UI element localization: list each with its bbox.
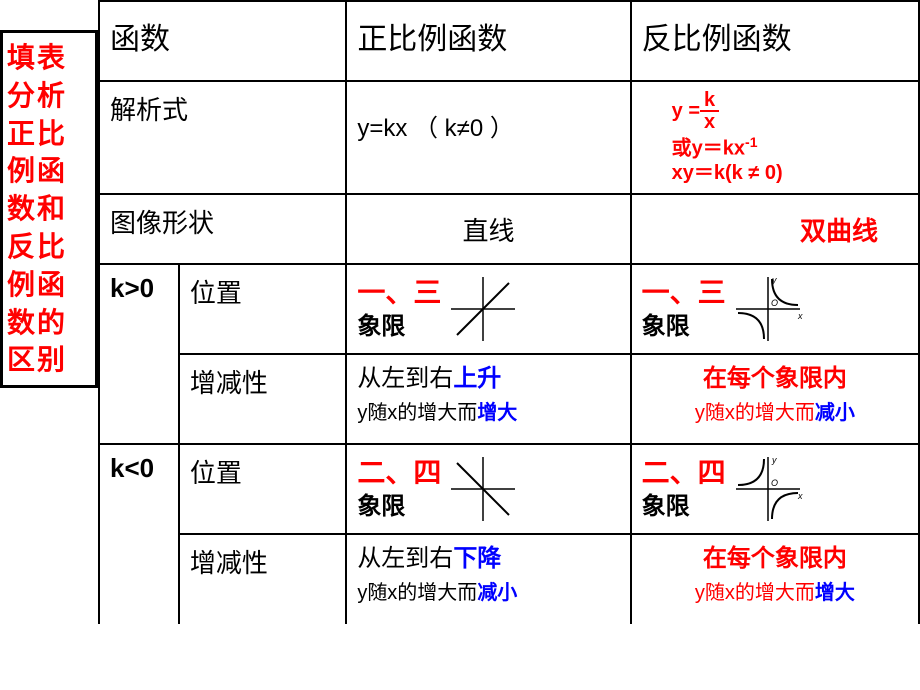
- expr-inverse: y = k x 或y＝kx-1 xy＝k(k ≠ 0): [631, 81, 919, 194]
- comparison-table: 函数 正比例函数 反比例函数 解析式 y=kx （ k≠0 ） y = k x …: [98, 0, 920, 624]
- kneg-d-quad-sfx: 象限: [357, 491, 441, 522]
- kneg-position-row: k<0 位置 二、四 象限 二、四: [99, 444, 919, 534]
- kpos-d-quad-sfx: 象限: [357, 311, 441, 342]
- kpos-d-m1: 从左到右: [357, 365, 453, 392]
- expr-direct-text: y=kx （ k≠0 ）: [357, 90, 619, 143]
- kneg-d-m3b: 减小: [477, 582, 517, 604]
- kpos-i-m2a: y随x的增大而: [695, 402, 815, 424]
- header-inverse: 反比例函数: [631, 1, 919, 81]
- inv-l1-pre: y =: [672, 99, 700, 123]
- header-direct: 正比例函数: [346, 1, 630, 81]
- svg-text:y: y: [771, 455, 777, 465]
- kpos-inverse-mono: 在每个象限内 y随x的增大而减小: [631, 354, 919, 444]
- expr-direct: y=kx （ k≠0 ）: [346, 81, 630, 194]
- kpos-i-m2b: 减小: [815, 402, 855, 424]
- kpos-label: k>0: [99, 264, 179, 444]
- kneg-i-quad: 二、四: [642, 455, 726, 491]
- kneg-mono-label: 增减性: [179, 534, 346, 624]
- expression-row: 解析式 y=kx （ k≠0 ） y = k x 或y＝kx-1 xy＝k(k …: [99, 81, 919, 194]
- hyperbola-q13-icon: x y O: [732, 273, 804, 345]
- kneg-i-m2a: y随x的增大而: [695, 582, 815, 604]
- line-graph-up-icon: [447, 273, 519, 345]
- kpos-inverse-pos: 一、三 象限 x y O: [631, 264, 919, 354]
- hyperbola-q24-icon: x y O: [732, 453, 804, 525]
- kneg-pos-label: 位置: [179, 444, 346, 534]
- line-graph-down-icon: [447, 453, 519, 525]
- inv-l2: 或y＝kx: [672, 138, 745, 160]
- expr-label: 解析式: [99, 81, 346, 194]
- inv-frac-den: x: [704, 112, 715, 132]
- kpos-i-quad-sfx: 象限: [642, 311, 726, 342]
- kneg-i-m1: 在每个象限内: [642, 543, 908, 574]
- kpos-pos-label: 位置: [179, 264, 346, 354]
- sidebar-title: 填表分析正比例函数和反比例函数的区别: [7, 39, 91, 379]
- shape-inverse: 双曲线: [631, 194, 919, 264]
- inv-frac-num: k: [700, 90, 719, 112]
- header-function: 函数: [99, 1, 346, 81]
- shape-direct: 直线: [346, 194, 630, 264]
- kpos-d-m3a: y随x的增大而: [357, 402, 477, 424]
- expr-inverse-block: y = k x 或y＝kx-1 xy＝k(k ≠ 0): [642, 90, 908, 185]
- kpos-i-m1: 在每个象限内: [642, 363, 908, 394]
- kpos-mono-row: 增减性 从左到右上升 y随x的增大而增大 在每个象限内 y随x的增大而减小: [99, 354, 919, 444]
- kneg-inverse-pos: 二、四 象限 x y O: [631, 444, 919, 534]
- kpos-mono-label: 增减性: [179, 354, 346, 444]
- kneg-label: k<0: [99, 444, 179, 624]
- kpos-direct-mono: 从左到右上升 y随x的增大而增大: [346, 354, 630, 444]
- kpos-i-quad: 一、三: [642, 275, 726, 311]
- kneg-d-quad: 二、四: [357, 455, 441, 491]
- shape-label: 图像形状: [99, 194, 346, 264]
- kneg-d-m1: 从左到右: [357, 545, 453, 572]
- kneg-direct-mono: 从左到右下降 y随x的增大而减小: [346, 534, 630, 624]
- kpos-position-row: k>0 位置 一、三 象限 一、三: [99, 264, 919, 354]
- kpos-d-quad: 一、三: [357, 275, 441, 311]
- inv-l3: xy＝k(k ≠ 0): [672, 161, 908, 185]
- kpos-d-m3b: 增大: [477, 402, 517, 424]
- table-header-row: 函数 正比例函数 反比例函数: [99, 1, 919, 81]
- kneg-d-m3a: y随x的增大而: [357, 582, 477, 604]
- shape-direct-text: 直线: [357, 203, 619, 248]
- kneg-mono-row: 增减性 从左到右下降 y随x的增大而减小 在每个象限内 y随x的增大而增大: [99, 534, 919, 624]
- svg-text:O: O: [771, 298, 778, 308]
- kneg-inverse-mono: 在每个象限内 y随x的增大而增大: [631, 534, 919, 624]
- sidebar-title-box: 填表分析正比例函数和反比例函数的区别: [0, 30, 98, 388]
- kneg-i-m2b: 增大: [815, 582, 855, 604]
- inv-l2-sup: -1: [745, 134, 757, 150]
- kpos-direct-pos: 一、三 象限: [346, 264, 630, 354]
- kpos-d-m2: 上升: [453, 365, 501, 392]
- kneg-direct-pos: 二、四 象限: [346, 444, 630, 534]
- shape-row: 图像形状 直线 双曲线: [99, 194, 919, 264]
- svg-text:O: O: [771, 478, 778, 488]
- kneg-i-quad-sfx: 象限: [642, 491, 726, 522]
- kneg-d-m2: 下降: [453, 545, 501, 572]
- shape-inverse-text: 双曲线: [642, 203, 908, 248]
- svg-text:x: x: [797, 311, 803, 321]
